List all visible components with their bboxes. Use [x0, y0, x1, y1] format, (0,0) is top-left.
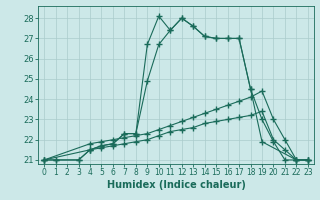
X-axis label: Humidex (Indice chaleur): Humidex (Indice chaleur) — [107, 180, 245, 190]
